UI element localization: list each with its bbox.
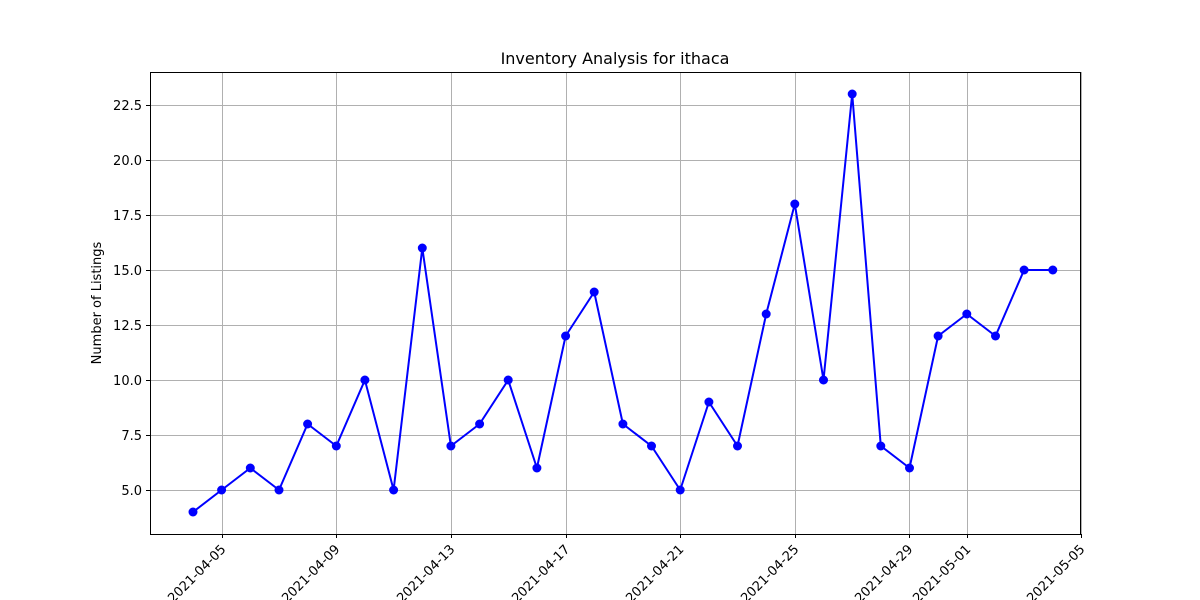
- y-tick-label: 12.5: [113, 319, 142, 334]
- series-line: [192, 93, 1053, 513]
- series-inventory: [188, 89, 1058, 517]
- data-point: [188, 507, 198, 517]
- data-point: [876, 441, 886, 451]
- x-tick-label: 2021-04-13: [394, 542, 458, 600]
- data-point: [675, 485, 685, 495]
- x-tick-label: 2021-04-09: [279, 542, 343, 600]
- x-tick-label: 2021-04-25: [738, 542, 802, 600]
- data-point: [962, 309, 972, 319]
- y-tick-label: 10.0: [113, 374, 142, 389]
- data-point: [819, 375, 828, 385]
- data-point: [245, 463, 255, 473]
- y-tick-label: 7.5: [121, 429, 142, 444]
- data-point: [1019, 265, 1029, 275]
- y-tick-label: 17.5: [113, 209, 142, 224]
- x-tick-label: 2021-04-05: [165, 542, 229, 600]
- data-point: [331, 441, 341, 451]
- data-point: [647, 441, 656, 451]
- y-tick-label: 20.0: [113, 154, 142, 169]
- data-point: [217, 485, 227, 495]
- data-point: [274, 485, 284, 495]
- chart-title: Inventory Analysis for ithaca: [501, 49, 730, 68]
- data-point: [446, 441, 456, 451]
- data-point: [790, 199, 800, 209]
- data-point: [1048, 265, 1058, 275]
- data-point: [991, 331, 1000, 341]
- data-point: [618, 419, 628, 429]
- x-tick-label: 2021-04-17: [509, 542, 573, 600]
- y-tick-label: 15.0: [113, 264, 142, 279]
- x-axis-ticks: 2021-04-05 2021-04-09 2021-04-13 2021-04-17…: [165, 534, 1088, 600]
- data-point: [532, 463, 542, 473]
- data-point: [561, 331, 571, 341]
- data-point: [905, 463, 914, 473]
- data-point: [475, 419, 485, 429]
- plot-area-frame: [150, 72, 1081, 535]
- x-tick-label: 2021-05-05: [1024, 542, 1088, 600]
- grid: [150, 72, 1082, 534]
- data-point: [733, 441, 742, 451]
- data-point: [761, 309, 771, 319]
- y-tick-label: 22.5: [113, 99, 142, 114]
- x-tick-label: 2021-04-21: [623, 542, 687, 600]
- y-tick-label: 5.0: [121, 484, 142, 499]
- data-point: [389, 485, 399, 495]
- y-axis-ticks: 5.0 7.5 10.0 12.5 15.0 17.5 20.0 22.5: [113, 99, 150, 499]
- data-point: [303, 419, 313, 429]
- x-tick-label: 2021-05-01: [910, 542, 974, 600]
- data-point: [933, 331, 943, 341]
- data-point: [589, 287, 599, 297]
- data-point: [847, 89, 857, 99]
- x-tick-label: 2021-04-29: [852, 542, 916, 600]
- data-point: [704, 397, 714, 407]
- data-point: [503, 375, 513, 385]
- y-axis-label: Number of Listings: [90, 241, 105, 364]
- data-point: [417, 243, 427, 253]
- data-point: [360, 375, 370, 385]
